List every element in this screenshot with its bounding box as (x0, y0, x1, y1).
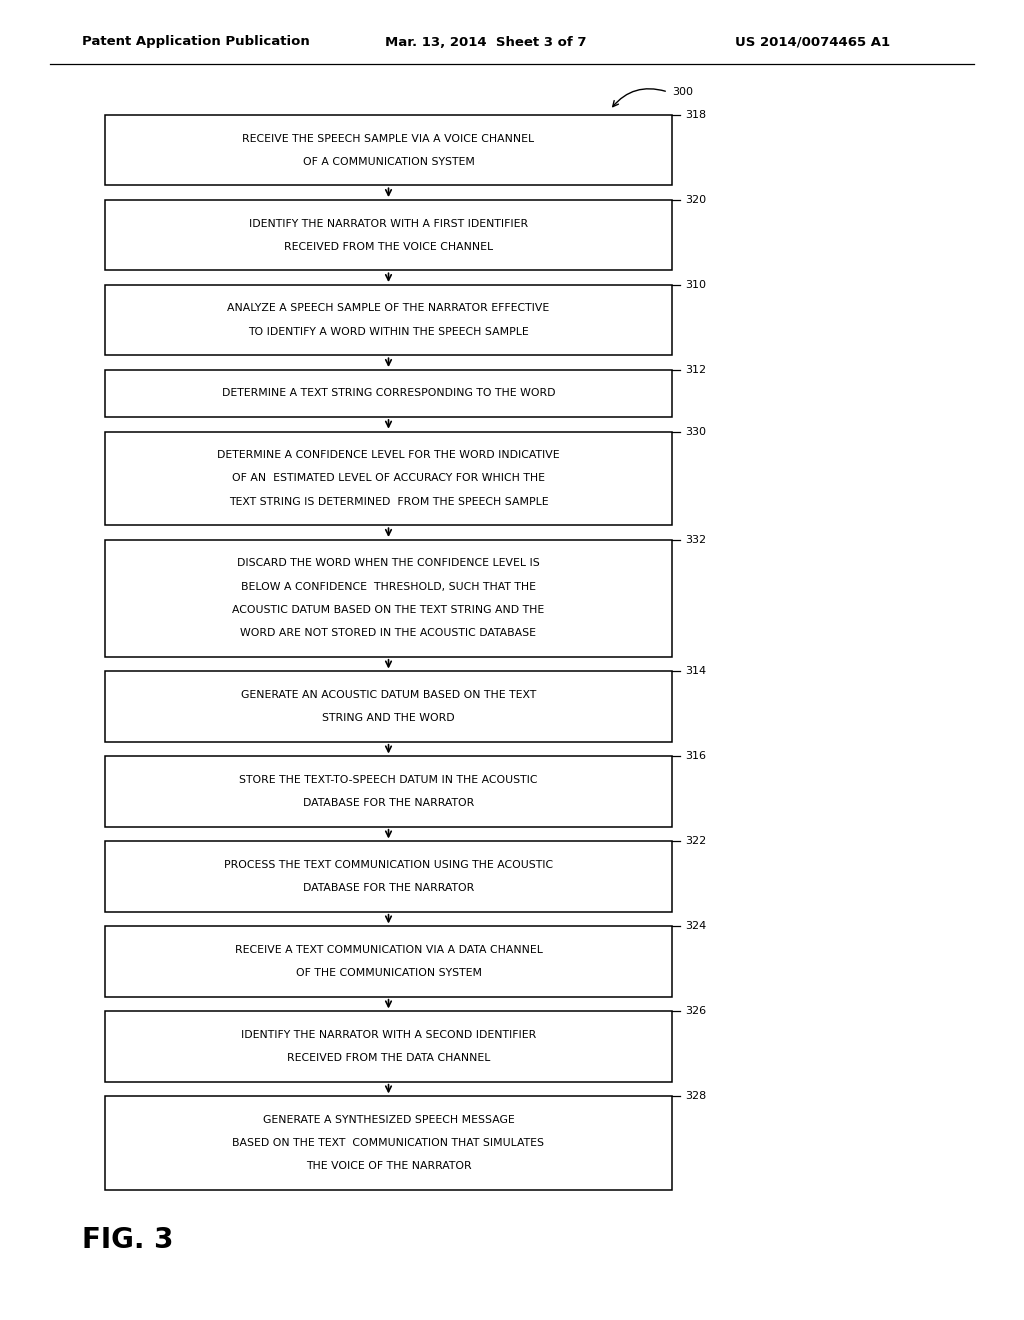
Text: 310: 310 (685, 280, 706, 290)
FancyBboxPatch shape (105, 115, 672, 185)
Text: 320: 320 (685, 195, 707, 205)
Text: DISCARD THE WORD WHEN THE CONFIDENCE LEVEL IS: DISCARD THE WORD WHEN THE CONFIDENCE LEV… (238, 558, 540, 569)
Text: 332: 332 (685, 535, 707, 545)
Text: ACOUSTIC DATUM BASED ON THE TEXT STRING AND THE: ACOUSTIC DATUM BASED ON THE TEXT STRING … (232, 605, 545, 615)
Text: 330: 330 (685, 426, 706, 437)
Text: Mar. 13, 2014  Sheet 3 of 7: Mar. 13, 2014 Sheet 3 of 7 (385, 36, 587, 49)
FancyBboxPatch shape (105, 370, 672, 417)
FancyBboxPatch shape (105, 1011, 672, 1081)
FancyBboxPatch shape (105, 1097, 672, 1191)
Text: 326: 326 (685, 1006, 707, 1016)
Text: OF AN  ESTIMATED LEVEL OF ACCURACY FOR WHICH THE: OF AN ESTIMATED LEVEL OF ACCURACY FOR WH… (232, 474, 545, 483)
Text: 316: 316 (685, 751, 706, 762)
Text: RECEIVE THE SPEECH SAMPLE VIA A VOICE CHANNEL: RECEIVE THE SPEECH SAMPLE VIA A VOICE CH… (243, 133, 535, 144)
Text: TO IDENTIFY A WORD WITHIN THE SPEECH SAMPLE: TO IDENTIFY A WORD WITHIN THE SPEECH SAM… (248, 327, 528, 337)
FancyBboxPatch shape (105, 672, 672, 742)
Text: TEXT STRING IS DETERMINED  FROM THE SPEECH SAMPLE: TEXT STRING IS DETERMINED FROM THE SPEEC… (228, 496, 548, 507)
Text: 312: 312 (685, 364, 707, 375)
Text: Patent Application Publication: Patent Application Publication (82, 36, 309, 49)
Text: 300: 300 (672, 87, 693, 96)
Text: 314: 314 (685, 667, 707, 676)
Text: STORE THE TEXT-TO-SPEECH DATUM IN THE ACOUSTIC: STORE THE TEXT-TO-SPEECH DATUM IN THE AC… (240, 775, 538, 785)
Text: RECEIVED FROM THE VOICE CHANNEL: RECEIVED FROM THE VOICE CHANNEL (284, 242, 494, 252)
FancyBboxPatch shape (105, 285, 672, 355)
Text: DETERMINE A TEXT STRING CORRESPONDING TO THE WORD: DETERMINE A TEXT STRING CORRESPONDING TO… (222, 388, 555, 399)
FancyBboxPatch shape (105, 540, 672, 657)
Text: BELOW A CONFIDENCE  THRESHOLD, SUCH THAT THE: BELOW A CONFIDENCE THRESHOLD, SUCH THAT … (241, 582, 536, 591)
Text: OF THE COMMUNICATION SYSTEM: OF THE COMMUNICATION SYSTEM (296, 968, 481, 978)
Text: DATABASE FOR THE NARRATOR: DATABASE FOR THE NARRATOR (303, 883, 474, 894)
FancyBboxPatch shape (105, 841, 672, 912)
FancyBboxPatch shape (105, 199, 672, 271)
Text: DETERMINE A CONFIDENCE LEVEL FOR THE WORD INDICATIVE: DETERMINE A CONFIDENCE LEVEL FOR THE WOR… (217, 450, 560, 461)
FancyBboxPatch shape (105, 927, 672, 997)
Text: BASED ON THE TEXT  COMMUNICATION THAT SIMULATES: BASED ON THE TEXT COMMUNICATION THAT SIM… (232, 1138, 545, 1148)
Text: US 2014/0074465 A1: US 2014/0074465 A1 (735, 36, 890, 49)
Text: DATABASE FOR THE NARRATOR: DATABASE FOR THE NARRATOR (303, 799, 474, 808)
Text: 328: 328 (685, 1092, 707, 1101)
Text: IDENTIFY THE NARRATOR WITH A FIRST IDENTIFIER: IDENTIFY THE NARRATOR WITH A FIRST IDENT… (249, 219, 528, 228)
Text: GENERATE A SYNTHESIZED SPEECH MESSAGE: GENERATE A SYNTHESIZED SPEECH MESSAGE (262, 1115, 514, 1125)
Text: RECEIVE A TEXT COMMUNICATION VIA A DATA CHANNEL: RECEIVE A TEXT COMMUNICATION VIA A DATA … (234, 945, 543, 954)
Text: STRING AND THE WORD: STRING AND THE WORD (323, 713, 455, 723)
FancyBboxPatch shape (105, 432, 672, 525)
Text: 324: 324 (685, 921, 707, 932)
Text: OF A COMMUNICATION SYSTEM: OF A COMMUNICATION SYSTEM (302, 157, 474, 166)
Text: IDENTIFY THE NARRATOR WITH A SECOND IDENTIFIER: IDENTIFY THE NARRATOR WITH A SECOND IDEN… (241, 1030, 537, 1040)
Text: RECEIVED FROM THE DATA CHANNEL: RECEIVED FROM THE DATA CHANNEL (287, 1053, 490, 1063)
Text: 318: 318 (685, 110, 707, 120)
Text: WORD ARE NOT STORED IN THE ACOUSTIC DATABASE: WORD ARE NOT STORED IN THE ACOUSTIC DATA… (241, 628, 537, 639)
Text: 322: 322 (685, 837, 707, 846)
Text: GENERATE AN ACOUSTIC DATUM BASED ON THE TEXT: GENERATE AN ACOUSTIC DATUM BASED ON THE … (241, 690, 537, 700)
Text: FIG. 3: FIG. 3 (82, 1226, 173, 1254)
Text: PROCESS THE TEXT COMMUNICATION USING THE ACOUSTIC: PROCESS THE TEXT COMMUNICATION USING THE… (224, 859, 553, 870)
Text: THE VOICE OF THE NARRATOR: THE VOICE OF THE NARRATOR (306, 1162, 471, 1171)
Text: ANALYZE A SPEECH SAMPLE OF THE NARRATOR EFFECTIVE: ANALYZE A SPEECH SAMPLE OF THE NARRATOR … (227, 304, 550, 313)
FancyBboxPatch shape (105, 756, 672, 826)
